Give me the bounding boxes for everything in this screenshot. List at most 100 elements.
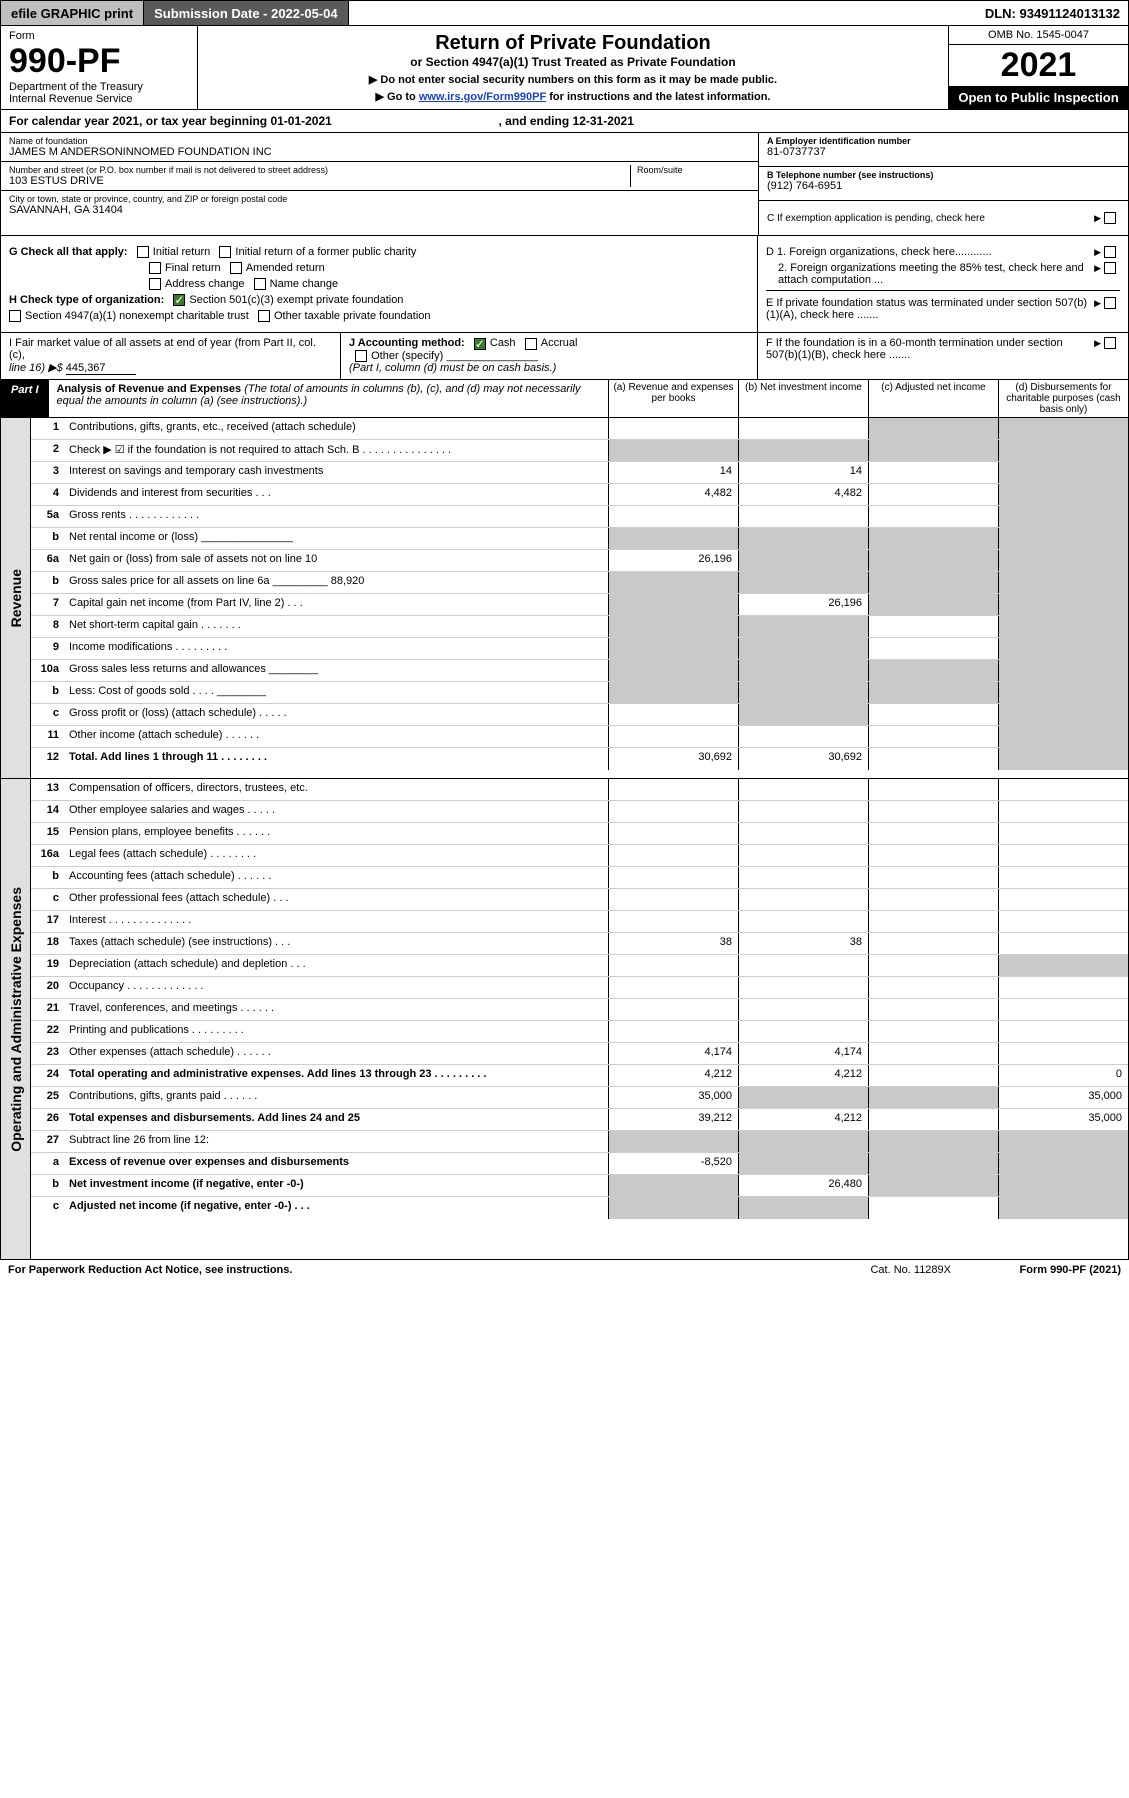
expense-col-a	[608, 823, 738, 844]
revenue-col-b: 14	[738, 462, 868, 483]
expense-col-b	[738, 867, 868, 888]
revenue-col-b: 26,196	[738, 594, 868, 615]
expense-row-label: Excess of revenue over expenses and disb…	[65, 1153, 608, 1174]
revenue-row-label: Net gain or (loss) from sale of assets n…	[65, 550, 608, 571]
expense-col-b	[738, 823, 868, 844]
final-return-checkbox[interactable]	[149, 262, 161, 274]
revenue-col-c	[868, 682, 998, 703]
revenue-col-c	[868, 616, 998, 637]
cash-checkbox[interactable]	[474, 338, 486, 350]
507b1a-checkbox[interactable]	[1104, 297, 1116, 309]
expense-row-num: 13	[31, 779, 65, 800]
revenue-row-label: Dividends and interest from securities .…	[65, 484, 608, 505]
revenue-col-a: 26,196	[608, 550, 738, 571]
foreign-org-checkbox[interactable]	[1104, 246, 1116, 258]
expense-col-b: 4,174	[738, 1043, 868, 1064]
revenue-col-b	[738, 704, 868, 725]
efile-print-button[interactable]: efile GRAPHIC print	[1, 1, 144, 25]
revenue-col-b	[738, 660, 868, 681]
expense-col-d	[998, 889, 1128, 910]
revenue-row-label: Net short-term capital gain . . . . . . …	[65, 616, 608, 637]
calendar-year-begin: For calendar year 2021, or tax year begi…	[9, 114, 332, 128]
expense-col-d	[998, 845, 1128, 866]
revenue-row-num: b	[31, 682, 65, 703]
revenue-row-label: Less: Cost of goods sold . . . . _______…	[65, 682, 608, 703]
amended-return-checkbox[interactable]	[230, 262, 242, 274]
revenue-vlabel: Revenue	[8, 569, 24, 627]
g-opt-5: Name change	[270, 278, 339, 290]
501c3-checkbox[interactable]	[173, 294, 185, 306]
revenue-col-b	[738, 682, 868, 703]
revenue-col-b	[738, 550, 868, 571]
revenue-col-c	[868, 462, 998, 483]
open-to-public: Open to Public Inspection	[949, 86, 1128, 109]
expense-row-num: b	[31, 867, 65, 888]
revenue-col-d	[998, 594, 1128, 615]
revenue-col-c	[868, 594, 998, 615]
exemption-pending-label: C If exemption application is pending, c…	[767, 213, 1091, 224]
revenue-row-label: Gross sales less returns and allowances …	[65, 660, 608, 681]
arrow-icon	[1091, 262, 1104, 286]
revenue-col-a	[608, 616, 738, 637]
revenue-col-d	[998, 660, 1128, 681]
arrow-icon	[1091, 337, 1104, 375]
507b1b-checkbox[interactable]	[1104, 337, 1116, 349]
revenue-col-a	[608, 572, 738, 593]
fmv-value: 445,367	[66, 362, 136, 375]
revenue-col-c	[868, 704, 998, 725]
expense-col-b: 26,480	[738, 1175, 868, 1196]
expense-col-b	[738, 1131, 868, 1152]
other-taxable-checkbox[interactable]	[258, 310, 270, 322]
expense-col-a	[608, 801, 738, 822]
fmv-line16: line 16) ▶$	[9, 362, 63, 374]
revenue-col-b	[738, 528, 868, 549]
g-opt-3: Amended return	[246, 262, 325, 274]
expense-col-d	[998, 1131, 1128, 1152]
revenue-col-c	[868, 726, 998, 747]
expenses-vlabel: Operating and Administrative Expenses	[8, 887, 24, 1152]
initial-return-checkbox[interactable]	[137, 246, 149, 258]
g-opt-1: Initial return of a former public charit…	[235, 246, 416, 258]
expense-row-num: 21	[31, 999, 65, 1020]
revenue-col-d	[998, 440, 1128, 461]
expense-row-label: Other professional fees (attach schedule…	[65, 889, 608, 910]
expense-col-d	[998, 1153, 1128, 1174]
form990pf-link[interactable]: www.irs.gov/Form990PF	[419, 91, 546, 103]
revenue-col-a: 30,692	[608, 748, 738, 770]
initial-former-checkbox[interactable]	[219, 246, 231, 258]
expense-col-c	[868, 911, 998, 932]
expense-col-d	[998, 1175, 1128, 1196]
expense-row-label: Net investment income (if negative, ente…	[65, 1175, 608, 1196]
expense-col-c	[868, 823, 998, 844]
name-change-checkbox[interactable]	[254, 278, 266, 290]
col-d-header: (d) Disbursements for charitable purpose…	[998, 380, 1128, 417]
expense-col-b	[738, 911, 868, 932]
expense-col-b	[738, 977, 868, 998]
expense-row-num: 16a	[31, 845, 65, 866]
exemption-pending-checkbox[interactable]	[1104, 212, 1116, 224]
expense-col-b	[738, 1197, 868, 1219]
expense-col-a	[608, 1197, 738, 1219]
revenue-row-label: Contributions, gifts, grants, etc., rece…	[65, 418, 608, 439]
other-method-checkbox[interactable]	[355, 350, 367, 362]
expense-col-b	[738, 1153, 868, 1174]
address-change-checkbox[interactable]	[149, 278, 161, 290]
revenue-col-a: 4,482	[608, 484, 738, 505]
revenue-col-c	[868, 660, 998, 681]
expense-col-c	[868, 1153, 998, 1174]
g-opt-4: Address change	[165, 278, 245, 290]
expense-col-a	[608, 955, 738, 976]
revenue-col-d	[998, 572, 1128, 593]
expense-col-a	[608, 845, 738, 866]
col-c-header: (c) Adjusted net income	[868, 380, 998, 417]
accrual-checkbox[interactable]	[525, 338, 537, 350]
revenue-row-label: Gross profit or (loss) (attach schedule)…	[65, 704, 608, 725]
form-number: 990-PF	[9, 42, 189, 81]
expense-col-c	[868, 999, 998, 1020]
expense-row-label: Depreciation (attach schedule) and deple…	[65, 955, 608, 976]
expense-row-num: b	[31, 1175, 65, 1196]
revenue-col-b: 30,692	[738, 748, 868, 770]
4947a1-checkbox[interactable]	[9, 310, 21, 322]
revenue-col-c	[868, 506, 998, 527]
foreign-85-checkbox[interactable]	[1104, 262, 1116, 274]
